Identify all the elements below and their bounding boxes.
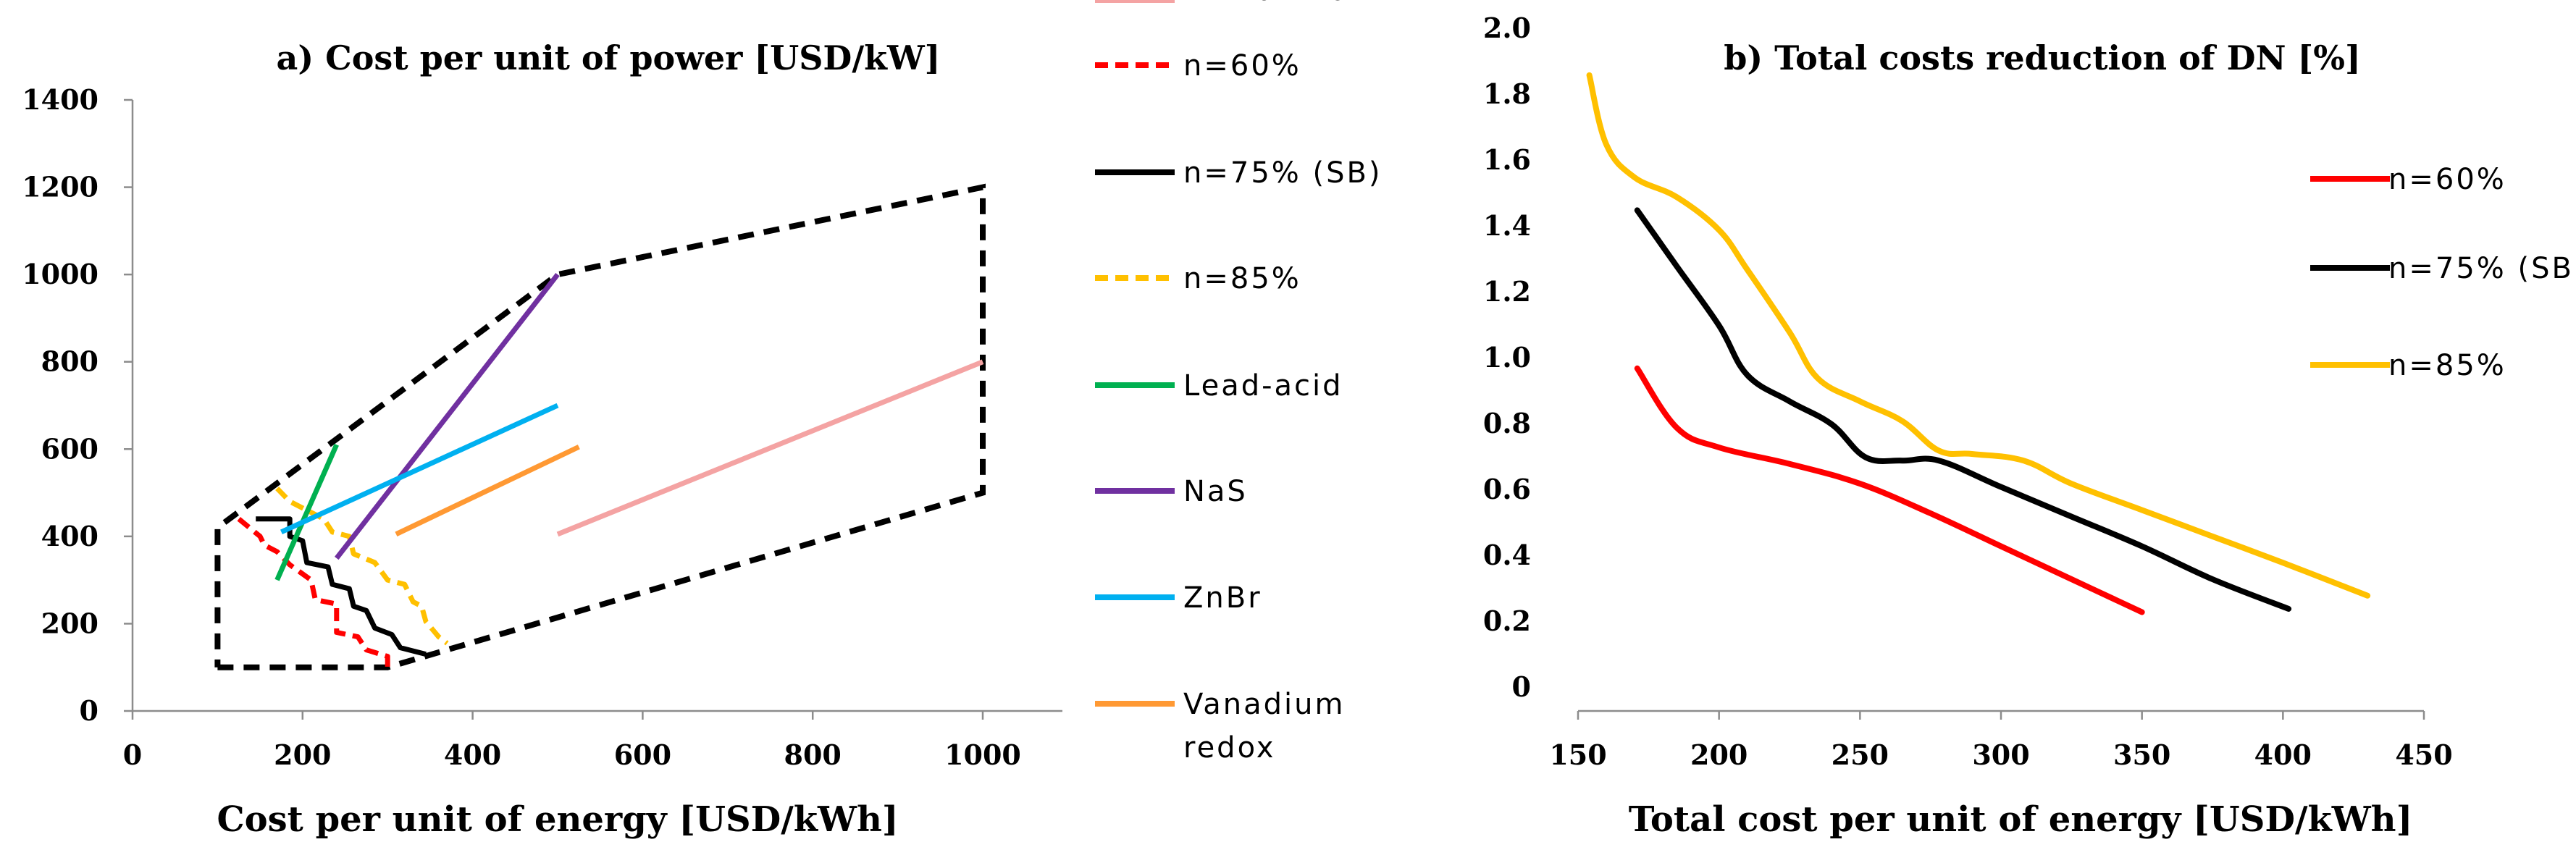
panel-b-x-axis-label: Total cost per unit of energy [USD/kWh] [1629,799,2413,840]
panel-a-x-tick-label: 600 [614,738,671,771]
panel-a-feasible-region-boundary [214,183,986,670]
panel-a-legend-label-lithium-ion: Lithium ion [1183,0,1369,7]
panel-b-y-tick-label: 1.8 [1483,77,1531,110]
panel-a-series-n-85 [275,487,449,646]
panel-b-x-tick-label: 450 [2395,738,2452,771]
panel-b-y-tick-label: 0.4 [1483,539,1531,571]
panel-a-series-n-60 [237,517,390,668]
panel-a-series-vanadium-redox [395,445,580,537]
panel-a-x-tick-label: 200 [274,738,331,771]
panel-a-legend-label-n-85: n=85% [1183,262,1301,295]
panel-a-x-tick-label: 0 [123,738,142,771]
panel-b-x-tick-label: 350 [2113,738,2170,771]
panel-a-legend: n=60% n=75% (SB) n=85% Lead-acid NaS ZnBr Vana… [1095,0,1383,765]
panel-a-series-znbr [280,403,559,535]
panel-a-y-tick-label: 0 [80,694,98,727]
panel-a-y-tick-label: 400 [41,520,98,552]
panel-b-x-tick-label: 300 [1972,738,2029,771]
panel-b-legend-label-n-85: n=85% [2388,349,2506,382]
panel-a-x-tick-label: 800 [784,738,842,771]
panel-b-y-tick-label: 1.4 [1483,209,1531,242]
panel-b-y-tick-label: 0.8 [1483,407,1531,439]
panel-a-legend-label-vanadium-redox: Vanadium redox [1183,688,1345,765]
panel-b-title: b) Total costs reduction of DN [%] [1724,38,2361,77]
panel-a-legend-label-n-75-sb: n=75% (SB) [1183,156,1383,190]
panel-a-legend-label-lead-acid: Lead-acid [1183,369,1343,403]
panel-a-chart: a) Cost per unit of power [USD/kW] 0 200 4… [22,38,1062,840]
panel-a-series-lithium-ion [556,359,984,537]
panel-a-y-tick-label: 1200 [22,171,98,203]
panel-a-y-tick-label: 200 [41,607,98,639]
panel-b-legend-label-n-75-sb: n=75% (SB) [2388,252,2576,285]
panel-b-y-tick-label: 1.6 [1483,143,1531,176]
panel-b-legend-label-n-60: n=60% [2388,163,2506,196]
panel-a-legend-label-nas: NaS [1183,475,1248,508]
panel-a-title: a) Cost per unit of power [USD/kW] [277,38,941,77]
panel-b-y-tick-label: 1.2 [1483,275,1531,308]
panel-a-legend-label-znbr: ZnBr [1183,581,1262,615]
panel-b-chart: b) Total costs reduction of DN [%] 150 20… [1483,12,2453,840]
panel-a-series-lead-acid [274,443,339,581]
panel-b-series-n-60 [1634,365,2145,615]
panel-a-legend-label-n-60: n=60% [1183,49,1301,83]
panel-b-x-tick-label: 150 [1549,738,1606,771]
panel-a-y-tick-label: 800 [41,345,98,378]
panel-b-y-tick-label: 1.0 [1483,341,1531,374]
panel-a-y-tick-label: 600 [41,432,98,465]
panel-b-y-tick-label: 0.2 [1483,605,1531,637]
panel-b-y-tick-label: 0.6 [1483,473,1531,505]
panel-a-series-n-75-sb [256,516,427,657]
panel-b-series-n-85 [1586,72,2371,599]
panel-b-y-tick-label: 2.0 [1483,12,1531,44]
panel-b-x-tick-label: 250 [1832,738,1889,771]
panel-a-x-tick-label: 400 [444,738,501,771]
panel-b-x-tick-label: 200 [1690,738,1748,771]
panel-a-y-tick-label: 1400 [22,83,98,116]
panel-b-series-n-75-sb [1634,207,2292,612]
panel-b-y-tick-label: 0 [1512,670,1531,703]
panel-a-series-nas [334,272,560,560]
panel-b-legend: n=60% n=75% (SB) n=85% [2310,163,2576,382]
panel-a-x-axis-label: Cost per unit of energy [USD/kWh] [217,799,898,840]
panel-a-x-tick-label: 1000 [944,738,1021,771]
panel-a-y-tick-label: 1000 [22,258,98,290]
panel-b-x-tick-label: 400 [2254,738,2312,771]
